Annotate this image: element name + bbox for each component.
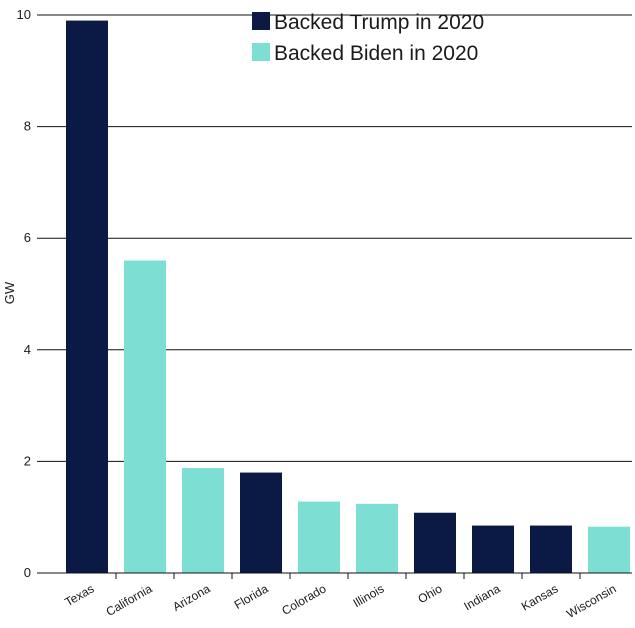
x-tick-label: Texas (62, 581, 96, 609)
x-tick-label: Florida (232, 581, 271, 612)
y-axis-ticks: 0 2 4 6 8 10 (17, 7, 31, 580)
y-tick-label: 6 (24, 230, 31, 245)
bar-colorado (298, 501, 340, 573)
bar-illinois (356, 503, 398, 573)
y-tick-label: 0 (24, 565, 31, 580)
x-tick-label: Colorado (279, 581, 328, 618)
bars (66, 20, 630, 573)
legend-label: Backed Biden in 2020 (274, 42, 478, 65)
x-axis-ticks: Texas California Arizona Florida Colorado Ill… (62, 573, 619, 621)
y-tick-label: 8 (24, 119, 31, 134)
x-tick-label: Kansas (519, 581, 561, 613)
y-axis-label: GW (2, 281, 17, 304)
y-tick-label: 2 (24, 453, 31, 468)
y-tick-label: 4 (24, 342, 31, 357)
legend-label: Backed Trump in 2020 (274, 11, 484, 34)
bar-arizona (182, 468, 224, 573)
legend-swatch (252, 12, 270, 30)
y-tick-label: 10 (17, 7, 31, 22)
legend-swatch (252, 43, 270, 61)
bar-california (124, 260, 166, 573)
x-tick-label: Wisconsin (564, 581, 618, 620)
bar-indiana (472, 525, 514, 573)
bar-kansas (530, 525, 572, 573)
legend: Backed Trump in 2020 Backed Biden in 2020 (252, 11, 484, 65)
bar-wisconsin (588, 526, 630, 573)
x-tick-label: Illinois (351, 581, 387, 610)
bar-florida (240, 472, 282, 573)
x-tick-label: Indiana (461, 581, 502, 613)
x-tick-label: Arizona (170, 581, 213, 614)
bar-ohio (414, 512, 456, 573)
bar-texas (66, 20, 108, 573)
x-tick-label: California (104, 581, 155, 619)
x-tick-label: Ohio (416, 581, 445, 606)
